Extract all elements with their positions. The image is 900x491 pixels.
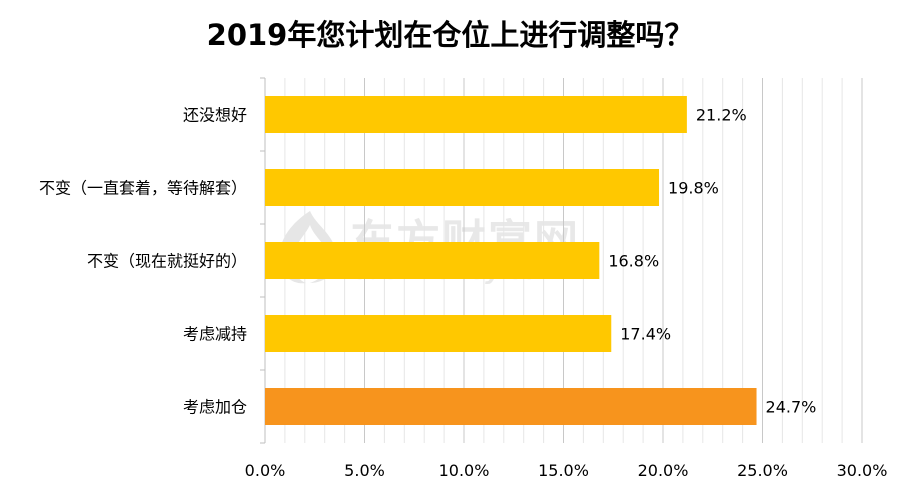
x-tick-label: 10.0% [439, 461, 490, 480]
value-label: 17.4% [620, 325, 671, 344]
bar [265, 242, 600, 279]
bars [265, 96, 757, 425]
x-tick-label: 0.0% [245, 461, 286, 480]
category-label: 考虑减持 [183, 325, 247, 344]
eastmoney-logo-icon [279, 211, 337, 284]
x-tick-label: 15.0% [538, 461, 589, 480]
category-label: 不变（一直套着，等待解套） [39, 179, 247, 198]
value-label: 19.8% [668, 179, 719, 198]
bar [265, 169, 660, 206]
x-tick-label: 30.0% [837, 461, 888, 480]
x-tick-labels: 0.0% 5.0% 10.0% 15.0% 20.0% 25.0% 30.0% [245, 461, 888, 480]
x-tick-label: 20.0% [638, 461, 689, 480]
bar [265, 315, 612, 352]
x-tick-label: 25.0% [737, 461, 788, 480]
bar [265, 388, 757, 425]
value-label: 16.8% [608, 252, 659, 271]
value-labels: 21.2% 19.8% 16.8% 17.4% 24.7% [608, 106, 816, 417]
category-label: 还没想好 [183, 106, 247, 125]
value-label: 21.2% [696, 106, 747, 125]
x-tick-label: 5.0% [344, 461, 385, 480]
value-label: 24.7% [766, 398, 817, 417]
chart-title: 2019年您计划在仓位上进行调整吗？ [206, 18, 694, 52]
category-label: 不变（现在就挺好的） [87, 252, 247, 271]
category-label: 考虑加仓 [183, 398, 247, 417]
bar [265, 96, 687, 133]
y-axis [260, 77, 266, 444]
